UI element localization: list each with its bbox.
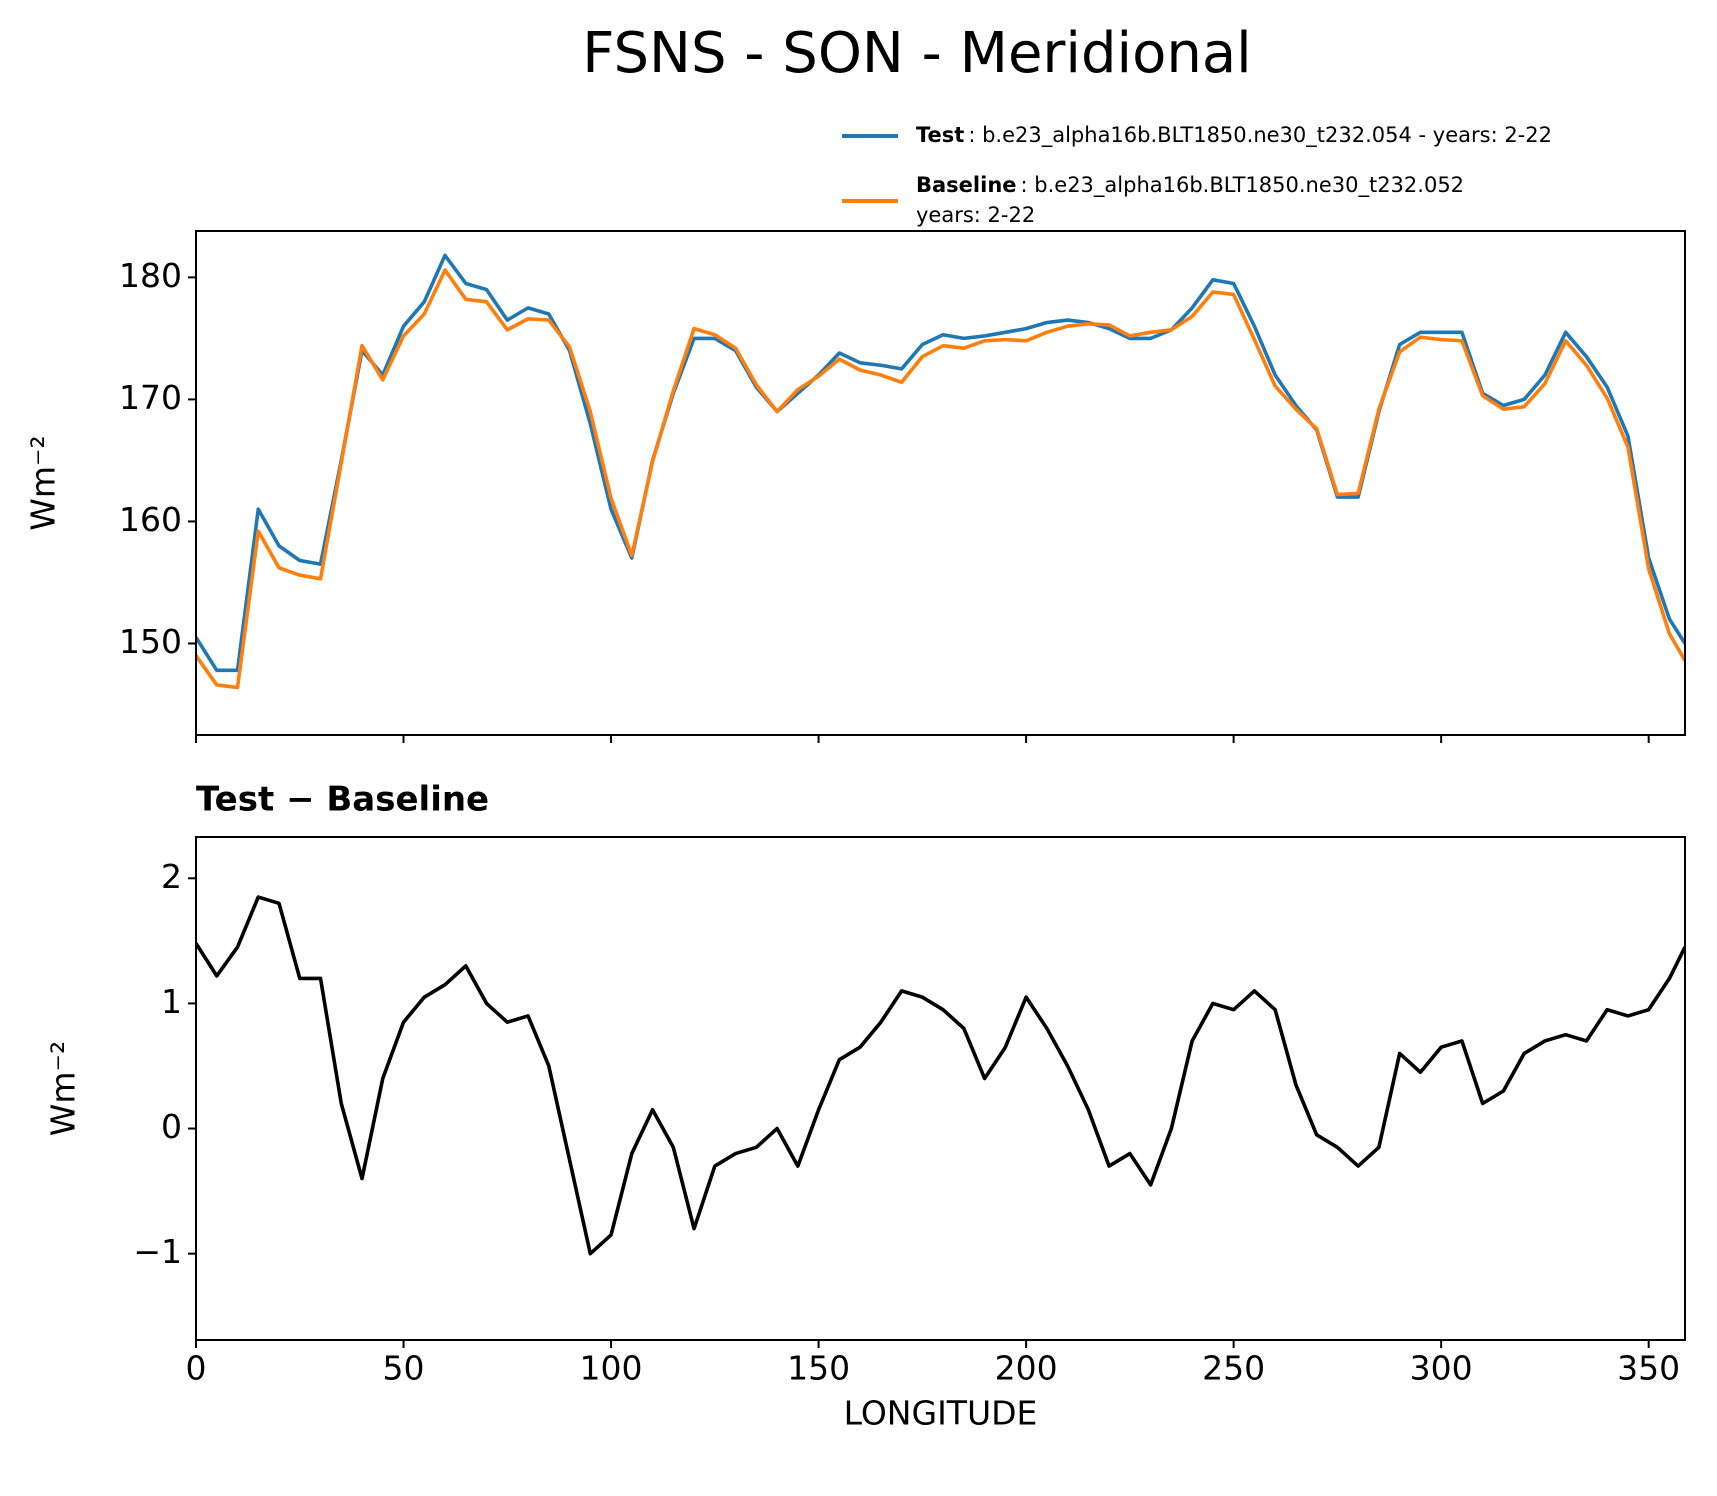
axes-title: Test − Baseline bbox=[196, 780, 489, 820]
y-tick-label: 150 bbox=[119, 622, 182, 661]
y-tick-label: 180 bbox=[119, 256, 182, 295]
legend-label: years: 2-22 bbox=[916, 203, 1035, 227]
x-tick-label: 100 bbox=[580, 1349, 643, 1388]
y-axis-label: Wm⁻² bbox=[44, 1041, 83, 1136]
x-axis-label: LONGITUDE bbox=[844, 1394, 1038, 1433]
x-tick-label: 250 bbox=[1202, 1349, 1265, 1388]
data-line bbox=[196, 253, 1685, 673]
plot-area bbox=[196, 895, 1685, 1256]
y-tick-label: 1 bbox=[161, 982, 182, 1021]
figure-title: FSNS - SON - Meridional bbox=[582, 21, 1251, 86]
legend-label: : b.e23_alpha16b.BLT1850.ne30_t232.054 -… bbox=[968, 123, 1552, 148]
y-axis-label: Wm⁻² bbox=[24, 435, 63, 530]
x-tick-label: 0 bbox=[186, 1349, 207, 1388]
axes-frame bbox=[195, 836, 1686, 1341]
legend-name: Baseline bbox=[916, 173, 1017, 197]
x-tick-label: 200 bbox=[995, 1349, 1058, 1388]
x-tick-label: 350 bbox=[1617, 1349, 1680, 1388]
y-tick-label: 170 bbox=[119, 378, 182, 417]
axes-frame bbox=[195, 230, 1686, 736]
data-line bbox=[196, 895, 1685, 1256]
y-tick-label: −1 bbox=[133, 1232, 182, 1271]
x-tick-label: 300 bbox=[1410, 1349, 1473, 1388]
x-tick-label: 50 bbox=[383, 1349, 425, 1388]
x-tick-label: 150 bbox=[787, 1349, 850, 1388]
legend-label: : b.e23_alpha16b.BLT1850.ne30_t232.052 bbox=[1021, 173, 1465, 198]
plot-area bbox=[196, 253, 1685, 690]
y-tick-label: 160 bbox=[119, 500, 182, 539]
y-tick-label: 2 bbox=[161, 857, 182, 896]
legend-name: Test bbox=[916, 123, 964, 147]
data-line bbox=[196, 268, 1685, 690]
y-tick-label: 0 bbox=[161, 1107, 182, 1146]
